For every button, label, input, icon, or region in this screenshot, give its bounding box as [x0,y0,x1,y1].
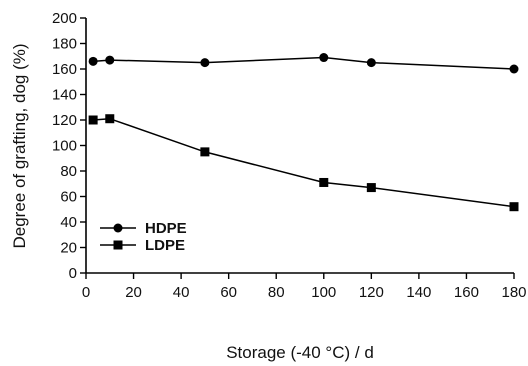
legend: HDPE LDPE [100,220,187,254]
y-tick-label: 80 [60,163,77,180]
series-line-ldpe [93,117,515,208]
x-tick-label: 120 [359,284,384,301]
y-tick-label: 60 [60,189,77,206]
data-point-ldpe [88,115,98,125]
series-line-hdpe [93,56,515,70]
tick-labels: 0 20 40 60 80 100 120 140 160 180 0 20 40 60 80 100 120 1… [52,10,527,301]
y-tick-label: 180 [52,36,77,53]
y-tick-label: 40 [60,214,77,231]
x-tick-label: 0 [82,284,90,301]
x-tick-label: 60 [220,284,237,301]
data-point-hdpe [319,53,329,63]
legend-item-ldpe: LDPE [100,237,185,254]
x-tick-label: 80 [268,284,285,301]
x-tick-label: 40 [173,284,190,301]
data-point-ldpe [509,202,519,212]
x-tick-label: 100 [311,284,336,301]
y-tick-label: 120 [52,112,77,129]
x-tick-label: 160 [454,284,479,301]
data-point-hdpe [509,64,519,74]
data-point-ldpe [105,114,115,124]
x-axis-title: Storage (-40 °C) / d [226,343,374,362]
y-tick-label: 140 [52,87,77,104]
data-point-hdpe [200,58,210,68]
legend-item-hdpe: HDPE [100,220,187,237]
legend-label-ldpe: LDPE [145,237,185,254]
data-point-ldpe [200,147,210,157]
data-point-ldpe [366,183,376,193]
data-point-hdpe [105,55,115,65]
data-point-hdpe [88,56,98,66]
y-tick-label: 100 [52,138,77,155]
legend-label-hdpe: HDPE [145,220,187,237]
y-axis-title: Degree of grafting, dog (%) [10,43,29,248]
series-layer [88,53,519,212]
x-tick-label: 180 [501,284,526,301]
y-tick-label: 200 [52,10,77,27]
x-tick-label: 20 [125,284,142,301]
legend-marker-ldpe [113,240,123,250]
y-tick-label: 0 [69,265,77,282]
x-tick-label: 140 [406,284,431,301]
data-point-ldpe [319,177,329,187]
y-tick-label: 20 [60,240,77,257]
y-tick-label: 160 [52,61,77,78]
legend-marker-hdpe [113,223,123,233]
data-point-hdpe [366,58,376,68]
tick-marks [80,17,515,279]
